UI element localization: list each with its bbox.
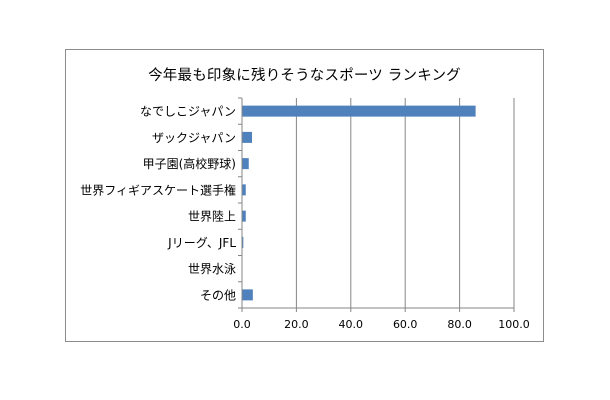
x-tick-label: 40.0	[339, 318, 364, 331]
bar-chart: 0.0 20.0 40.0 60.0 80.0 100.0 なでしこジャパンザックジャパン甲…	[80, 97, 530, 331]
y-tick-label: 世界陸上	[188, 210, 236, 224]
y-tick-label: なでしこジャパン	[140, 105, 236, 119]
y-tick-label: ザックジャパン	[152, 131, 236, 145]
bar	[242, 236, 244, 248]
y-tick-label: その他	[200, 288, 236, 302]
bar	[242, 131, 253, 143]
y-tick-label: Jリーグ、JFL	[167, 236, 236, 250]
x-tick-label: 80.0	[447, 318, 472, 331]
chart-frame: 今年最も印象に残りそうなスポーツ ランキング 0.0 20.0 40.0 60.0 80…	[65, 49, 544, 342]
x-tick-label: 60.0	[393, 318, 418, 331]
y-tick-label: 甲子園(高校野球)	[143, 156, 236, 171]
bar	[242, 210, 246, 222]
bar	[242, 289, 253, 301]
x-tick-label: 0.0	[233, 318, 251, 331]
chart-title: 今年最も印象に残りそうなスポーツ ランキング	[148, 68, 461, 84]
y-tick-label: 世界水泳	[188, 262, 236, 276]
bar	[242, 158, 249, 170]
bar	[242, 105, 476, 117]
bar	[242, 184, 246, 196]
x-tick-label: 100.0	[498, 318, 530, 331]
x-tick-label: 20.0	[284, 318, 309, 331]
y-tick-label: 世界フィギアスケート選手権	[80, 182, 236, 197]
